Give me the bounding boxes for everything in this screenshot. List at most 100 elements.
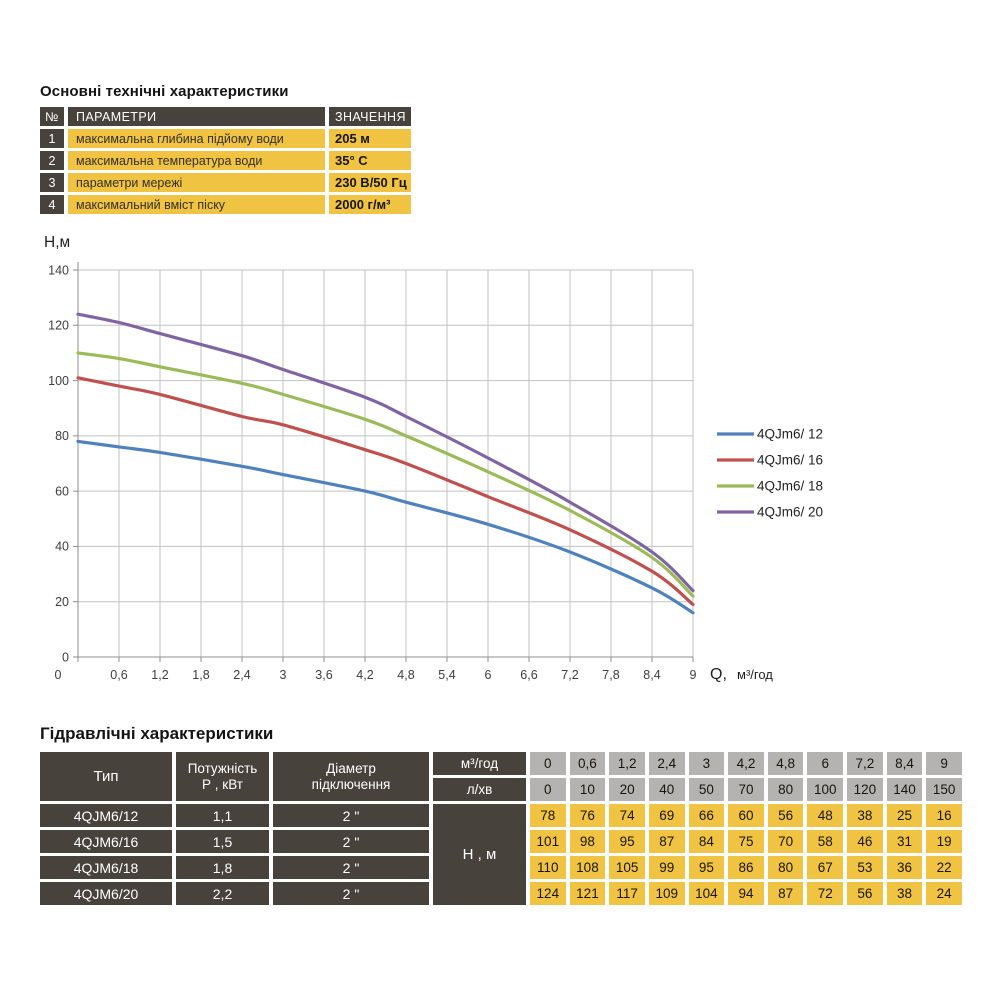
head-value-r3-c6: 80	[767, 856, 804, 879]
flow-m3-value-0: 0	[530, 752, 566, 775]
hydraulic-table: Тип Потужність Р , кВт Діаметр підключення м³…	[40, 752, 962, 905]
head-value-r2-c5: 75	[728, 830, 764, 853]
head-value-r4-c7: 72	[807, 882, 844, 905]
head-value-r1-c4: 66	[688, 804, 725, 827]
x-tick-label: 3,6	[315, 668, 332, 682]
tech-header-param: ПАРАМЕТРИ	[68, 107, 325, 126]
tech-header-num: №	[40, 107, 64, 126]
head-value-r3-c9: 36	[886, 856, 923, 879]
tech-specs-table: № ПАРАМЕТРИ ЗНАЧЕННЯ 1 максимальна глибина п…	[40, 107, 411, 214]
legend-label-2: 4QJm6/ 16	[757, 453, 823, 468]
x-tick-label: 8,4	[643, 668, 660, 682]
hydra-header-flow-m3: м³/год	[433, 752, 526, 775]
pump-power-4: 2,2	[176, 882, 269, 905]
head-value-r1-c10: 16	[926, 804, 962, 827]
y-tick-label: 120	[48, 319, 69, 333]
flow-m3-value-6: 4,8	[767, 752, 804, 775]
head-value-r4-c5: 94	[728, 882, 764, 905]
head-value-r1-c0: 78	[530, 804, 566, 827]
flow-m3-value-10: 9	[926, 752, 962, 775]
y-tick-label: 20	[55, 595, 69, 609]
tech-row-3-num: 3	[40, 173, 64, 192]
flow-l-value-6: 80	[767, 778, 804, 801]
flow-l-value-10: 150	[926, 778, 962, 801]
flow-l-value-0: 0	[530, 778, 566, 801]
hydra-header-type: Тип	[40, 752, 172, 801]
x-tick-label: 4,8	[397, 668, 414, 682]
flow-l-value-3: 40	[648, 778, 685, 801]
head-value-r4-c0: 124	[530, 882, 566, 905]
y-tick-label: 40	[55, 540, 69, 554]
head-value-r4-c2: 117	[609, 882, 645, 905]
pump-diameter-4: 2 "	[273, 882, 429, 905]
flow-m3-value-3: 2,4	[648, 752, 685, 775]
head-value-r2-c1: 98	[569, 830, 606, 853]
flow-l-value-8: 120	[847, 778, 883, 801]
flow-m3-value-1: 0,6	[569, 752, 606, 775]
x-tick-label: 0,6	[110, 668, 127, 682]
tech-row-2-num: 2	[40, 151, 64, 170]
pump-type-4QJM6/12: 4QJM6/12	[40, 804, 172, 827]
head-value-r1-c5: 60	[728, 804, 764, 827]
hydra-header-power: Потужність Р , кВт	[176, 752, 269, 801]
y-tick-label: 80	[55, 429, 69, 443]
y-tick-label: 100	[48, 374, 69, 388]
x-tick-label: 3	[280, 668, 287, 682]
flow-m3-value-7: 6	[807, 752, 844, 775]
x-tick-label: 4,2	[356, 668, 373, 682]
head-value-r1-c1: 76	[569, 804, 606, 827]
tech-row-3-value: 230 В/50 Гц	[329, 173, 411, 192]
head-value-r1-c6: 56	[767, 804, 804, 827]
x-tick-label: 6,6	[520, 668, 537, 682]
pump-curves-svg: 0 20 40 60 80 100 120 140 0 0,6 1,2 1,8 2,4 3 3,6 4,2 4,…	[44, 234, 823, 683]
hydra-header-diameter: Діаметр підключення	[273, 752, 429, 801]
tech-row-1-num: 1	[40, 129, 64, 148]
hydra-header-power-line2: Р , кВт	[202, 776, 243, 792]
x-tick-label: 9	[690, 668, 697, 682]
head-value-r3-c10: 22	[926, 856, 962, 879]
flow-l-value-7: 100	[807, 778, 844, 801]
head-value-r1-c9: 25	[886, 804, 923, 827]
head-value-r2-c4: 84	[688, 830, 725, 853]
flow-l-value-4: 50	[688, 778, 725, 801]
pump-diameter-3: 2 "	[273, 856, 429, 879]
head-value-r1-c2: 74	[609, 804, 645, 827]
head-value-r4-c9: 38	[886, 882, 923, 905]
flow-l-value-1: 10	[569, 778, 606, 801]
tech-specs-section: Основні технічні характеристики № ПАРАМЕТ…	[40, 83, 411, 214]
y-axis-title: Н,м	[44, 234, 70, 251]
flow-l-value-2: 20	[609, 778, 645, 801]
hydraulic-title: Гідравлічні характеристики	[40, 724, 274, 743]
head-value-r2-c2: 95	[609, 830, 645, 853]
x-tick-label: 7,8	[602, 668, 619, 682]
head-value-r3-c4: 95	[688, 856, 725, 879]
pump-type-4QJM6/18: 4QJM6/18	[40, 856, 172, 879]
x-tick-label: 1,2	[151, 668, 168, 682]
flow-m3-value-9: 8,4	[886, 752, 923, 775]
hydra-header-diameter-line1: Діаметр	[326, 760, 376, 776]
x-tick-label: 6	[485, 668, 492, 682]
x-tick-label: 7,2	[561, 668, 578, 682]
flow-l-value-5: 70	[728, 778, 764, 801]
x-axis-title-q: Q,	[710, 666, 727, 683]
curve-4QJm6-12	[76, 439, 695, 615]
x-tick-label: 2,4	[233, 668, 250, 682]
head-value-r4-c10: 24	[926, 882, 962, 905]
head-value-r4-c4: 104	[688, 882, 725, 905]
flow-m3-value-5: 4,2	[728, 752, 764, 775]
pump-power-1: 1,1	[176, 804, 269, 827]
tech-row-3-param: параметри мережі	[68, 173, 325, 192]
hydra-header-power-line1: Потужність	[187, 760, 258, 776]
y-tick-label: 60	[55, 484, 69, 498]
tech-row-2-param: максимальна температура води	[68, 151, 325, 170]
legend-label-4: 4QJm6/ 20	[757, 505, 823, 520]
flow-m3-value-2: 1,2	[609, 752, 645, 775]
x-tick-label: 5,4	[438, 668, 455, 682]
hydraulic-section: Гідравлічні характеристики Тип Потужність…	[40, 724, 962, 905]
pump-power-3: 1,8	[176, 856, 269, 879]
flow-m3-value-8: 7,2	[847, 752, 883, 775]
y-tick-label: 0	[62, 650, 69, 664]
head-value-r4-c6: 87	[767, 882, 804, 905]
head-value-r1-c3: 69	[648, 804, 685, 827]
pump-diameter-1: 2 "	[273, 804, 429, 827]
